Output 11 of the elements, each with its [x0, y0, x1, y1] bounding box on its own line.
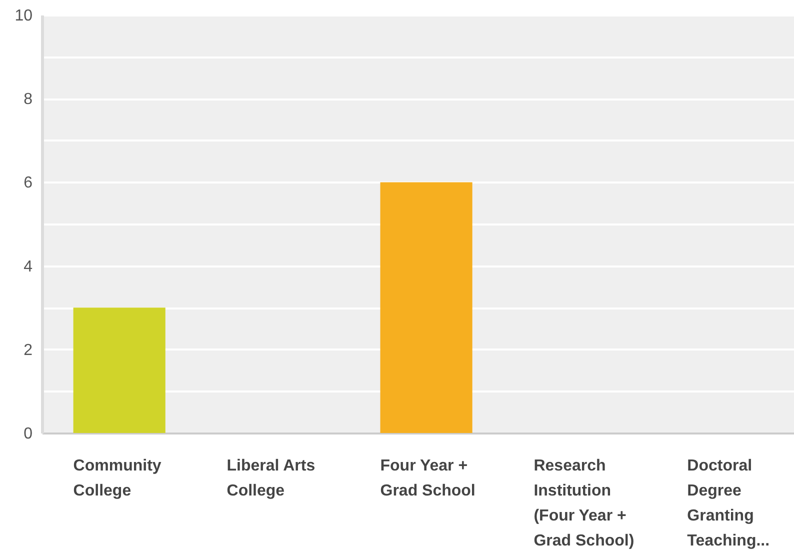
x-tick-label: Liberal Arts College — [226, 458, 316, 500]
y-tick-label: 10 — [14, 8, 33, 24]
y-tick-label: 6 — [24, 174, 33, 192]
y-tick-label: 4 — [24, 258, 33, 276]
x-tick-label: Doctoral Degree Granting Teaching... — [687, 458, 770, 550]
y-tick-label: 0 — [24, 426, 33, 442]
y-tick-label: 8 — [24, 91, 33, 108]
y-tick-label: 2 — [24, 342, 33, 359]
x-tick-label: Four Year + Grad School — [380, 458, 476, 500]
x-tick-label: Research Institution (Four Year + Grad School) — [534, 458, 634, 550]
x-tick-label: Community College — [73, 458, 162, 500]
